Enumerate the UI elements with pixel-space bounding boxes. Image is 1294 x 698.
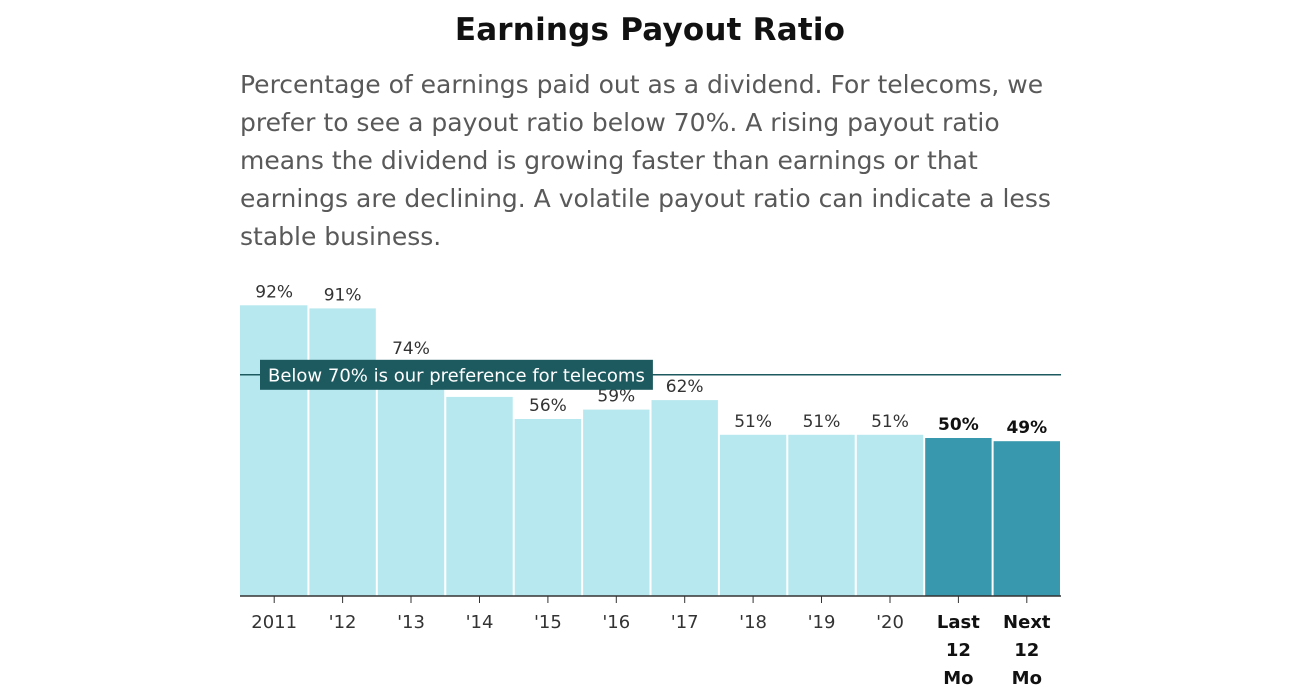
x-tick-label-9: '19 (808, 612, 836, 633)
x-tick-label-12-line-1: Next (1003, 612, 1051, 633)
x-tick-label-5: '15 (534, 612, 562, 633)
bar-value-label-10: 51% (871, 412, 909, 432)
bar-value-label-7: 62% (666, 377, 704, 397)
x-tick-label-12-line-2: 12 (1014, 640, 1039, 661)
bar-11 (925, 438, 992, 596)
reference-label-box (260, 359, 653, 390)
bar-value-label-3: 74% (392, 339, 430, 359)
bar-2 (309, 308, 376, 596)
bar-value-label-11: 50% (938, 415, 979, 435)
bar-10 (856, 434, 924, 596)
bar-5 (514, 419, 582, 596)
x-tick-label-11-line-1: Last (937, 612, 980, 633)
bar-3 (377, 362, 445, 596)
bar-6 (583, 409, 650, 596)
x-tick-label-1: 2011 (251, 612, 297, 633)
bar-8 (719, 434, 787, 596)
bar-value-label-5: 56% (529, 396, 567, 416)
reference-label-text: Below 70% is our preference for telecoms (268, 365, 645, 386)
x-tick-label-11-line-3: Mo (943, 668, 973, 689)
bar-value-label-2: 91% (324, 285, 362, 305)
bar-1 (240, 305, 308, 596)
x-tick-label-7: '17 (671, 612, 699, 633)
x-tick-label-10: '20 (876, 612, 904, 633)
x-tick-label-2: '12 (329, 612, 357, 633)
x-tick-label-12-line-3: Mo (1012, 668, 1042, 689)
x-tick-label-8: '18 (739, 612, 767, 633)
bar-9 (788, 434, 855, 596)
bar-4 (446, 396, 513, 596)
bar-12 (993, 441, 1060, 596)
chart-description: Percentage of earnings paid out as a div… (240, 70, 1051, 251)
bar-value-label-8: 51% (734, 412, 772, 432)
bar-value-label-12: 49% (1006, 418, 1047, 438)
bar-value-label-6: 59% (597, 387, 635, 407)
x-tick-label-6: '16 (602, 612, 630, 633)
x-tick-label-4: '14 (466, 612, 494, 633)
x-tick-label-3: '13 (397, 612, 425, 633)
bar-7 (651, 400, 718, 596)
x-tick-label-11-line-2: 12 (946, 640, 971, 661)
bar-value-label-1: 92% (255, 282, 293, 302)
bar-value-label-9: 51% (803, 412, 841, 432)
chart-title: Earnings Payout Ratio (454, 12, 846, 48)
